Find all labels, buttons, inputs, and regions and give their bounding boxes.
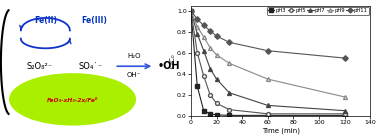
pH5 <box>266 113 270 115</box>
X-axis label: Time (min): Time (min) <box>262 128 300 134</box>
pH5 <box>201 75 206 77</box>
pH9 <box>201 36 206 38</box>
pH11 <box>208 30 212 32</box>
pH3 <box>201 110 206 112</box>
pH9 <box>342 96 347 98</box>
pH3 <box>208 113 212 115</box>
pH3 <box>214 114 219 116</box>
Line: pH7: pH7 <box>189 9 347 113</box>
pH5 <box>189 10 193 12</box>
pH9 <box>189 10 193 12</box>
pH3 <box>342 115 347 116</box>
pH5 <box>227 109 232 110</box>
pH9 <box>227 63 232 64</box>
pH7 <box>195 33 200 35</box>
Text: •OH: •OH <box>158 61 180 71</box>
pH3 <box>266 115 270 116</box>
pH7 <box>227 92 232 94</box>
pH11 <box>189 10 193 12</box>
pH7 <box>208 68 212 69</box>
Text: FeO₃-xH₃-2x/Fe⁰: FeO₃-xH₃-2x/Fe⁰ <box>47 97 98 102</box>
pH9 <box>208 47 212 48</box>
pH3 <box>195 86 200 87</box>
pH11 <box>201 25 206 26</box>
pH5 <box>208 94 212 96</box>
pH7 <box>342 110 347 112</box>
Text: Fe(III): Fe(III) <box>81 16 107 25</box>
pH5 <box>342 113 347 115</box>
pH3 <box>227 115 232 116</box>
pH7 <box>201 50 206 52</box>
Line: pH9: pH9 <box>189 9 347 99</box>
pH3 <box>189 10 193 12</box>
pH5 <box>214 103 219 104</box>
Text: SO₄˙⁻: SO₄˙⁻ <box>79 62 103 71</box>
Text: OH⁻: OH⁻ <box>127 71 141 78</box>
pH7 <box>189 10 193 12</box>
pH9 <box>195 26 200 27</box>
Line: pH3: pH3 <box>189 9 347 117</box>
pH5 <box>195 52 200 54</box>
pH11 <box>195 18 200 20</box>
Line: pH5: pH5 <box>189 9 347 116</box>
pH11 <box>342 57 347 59</box>
pH7 <box>266 105 270 106</box>
Ellipse shape <box>9 73 136 126</box>
Text: S₂O₈²⁻: S₂O₈²⁻ <box>27 62 53 71</box>
Legend: pH3, pH5, pH7, pH9, pH11: pH3, pH5, pH7, pH9, pH11 <box>266 7 369 15</box>
Line: pH11: pH11 <box>189 9 347 60</box>
pH9 <box>214 54 219 56</box>
pH9 <box>266 78 270 80</box>
Text: Fe(II): Fe(II) <box>34 16 57 25</box>
pH11 <box>227 42 232 43</box>
pH11 <box>266 50 270 52</box>
pH7 <box>214 78 219 80</box>
Y-axis label: C/C₀: C/C₀ <box>169 53 175 68</box>
pH11 <box>214 35 219 37</box>
Text: H₂O: H₂O <box>127 53 141 59</box>
